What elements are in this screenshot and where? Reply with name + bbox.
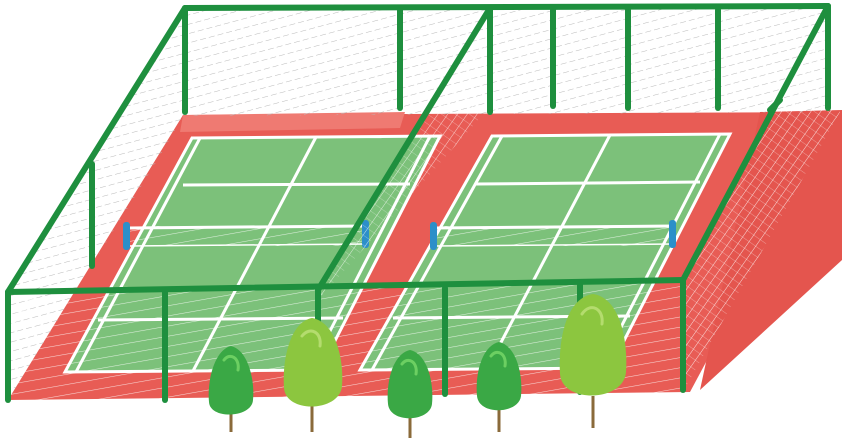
- right-net-mesh: [434, 226, 674, 246]
- left-net-post-left: [123, 222, 130, 250]
- trees: [208, 294, 627, 438]
- tree-1-crown: [208, 346, 254, 415]
- right-net-post-left: [430, 222, 437, 250]
- tree-2-crown: [283, 318, 343, 407]
- surround-back-lip: [180, 112, 405, 132]
- tree-5-crown: [559, 294, 627, 396]
- tree-5: [559, 294, 627, 428]
- left-court-net: [123, 220, 369, 250]
- tree-4: [476, 342, 522, 432]
- tree-2: [283, 318, 343, 432]
- tree-3-crown: [387, 350, 433, 419]
- fence-frame: [5, 3, 831, 403]
- right-court-net: [430, 220, 676, 250]
- back-fence-mesh: [185, 6, 828, 116]
- left-net-mesh: [128, 226, 366, 246]
- tree-4-crown: [476, 342, 522, 411]
- right-net-post-right: [669, 220, 676, 248]
- right-side-fence-mesh: [683, 6, 840, 392]
- tree-3: [387, 350, 433, 438]
- tree-1: [208, 346, 254, 432]
- surround-right-edge: [700, 110, 842, 390]
